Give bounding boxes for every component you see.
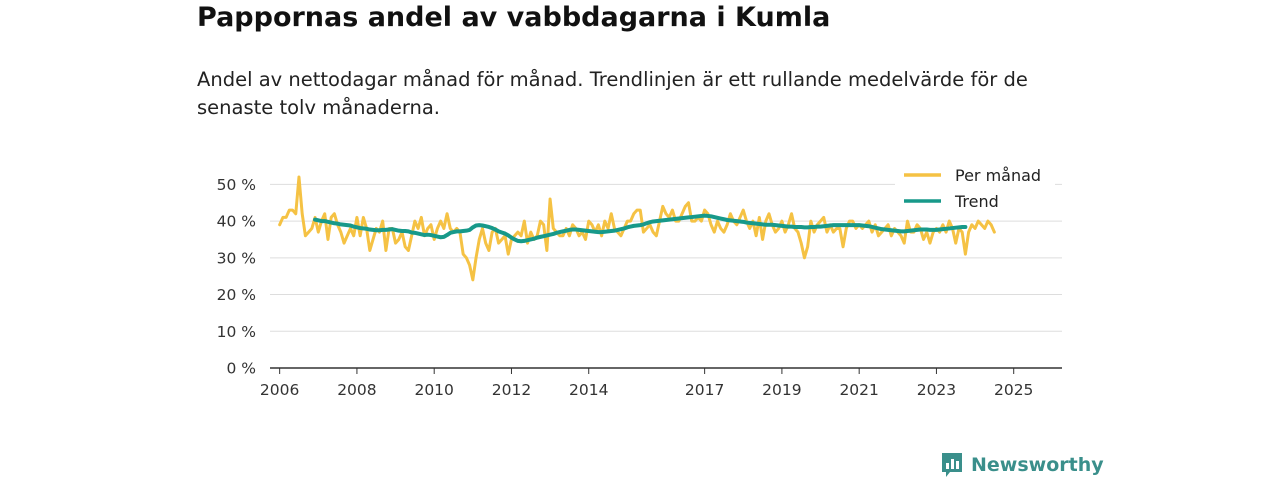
legend-label-trend: Trend bbox=[954, 192, 999, 211]
x-tick-label: 2010 bbox=[414, 381, 453, 399]
legend-label-per-month: Per månad bbox=[955, 166, 1041, 185]
chart-subtitle: Andel av nettodagar månad för månad. Tre… bbox=[197, 68, 1028, 119]
series-lines bbox=[278, 175, 996, 282]
newsworthy-logo-text: Newsworthy bbox=[971, 454, 1104, 476]
series-line-trend bbox=[313, 213, 968, 244]
x-tick-label: 2012 bbox=[492, 381, 531, 399]
x-tick-label: 2017 bbox=[685, 381, 724, 399]
y-axis-ticks: 0 % 10 % 20 % 30 % 40 % 50 % bbox=[217, 176, 256, 378]
series-line-per-month bbox=[278, 175, 996, 282]
y-tick-label: 40 % bbox=[217, 213, 256, 231]
x-tick-label: 2014 bbox=[569, 381, 608, 399]
x-tick-label: 2019 bbox=[762, 381, 801, 399]
y-tick-label: 50 % bbox=[217, 176, 256, 194]
y-tick-label: 30 % bbox=[217, 249, 256, 267]
x-axis-ticks: 2006 2008 2010 2012 2014 2017 2019 2021 2023 2025 bbox=[260, 368, 1033, 399]
chart-legend: Per månad Trend bbox=[895, 162, 1055, 214]
x-tick-label: 2023 bbox=[917, 381, 956, 399]
x-tick-label: 2021 bbox=[839, 381, 878, 399]
y-tick-label: 20 % bbox=[217, 286, 256, 304]
newsworthy-logo-icon bbox=[942, 453, 962, 477]
x-tick-label: 2025 bbox=[994, 381, 1033, 399]
newsworthy-logo[interactable]: Newsworthy bbox=[940, 451, 1104, 479]
chart-title: Pappornas andel av vabbdagarna i Kumla bbox=[197, 2, 831, 33]
x-tick-label: 2006 bbox=[260, 381, 299, 399]
x-tick-label: 2008 bbox=[337, 381, 376, 399]
legend-background bbox=[895, 162, 1055, 214]
y-tick-label: 10 % bbox=[217, 323, 256, 341]
y-tick-label: 0 % bbox=[226, 360, 256, 378]
